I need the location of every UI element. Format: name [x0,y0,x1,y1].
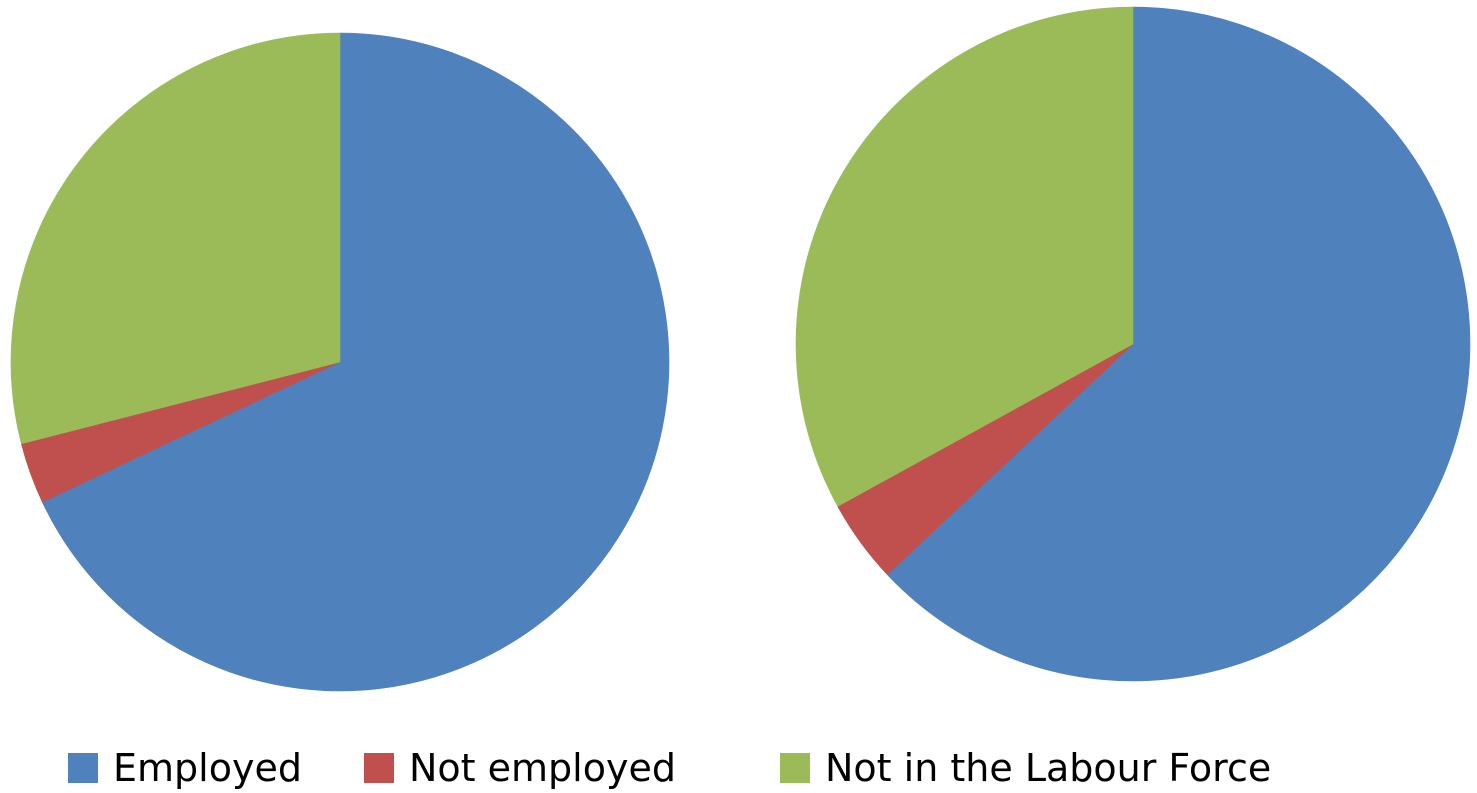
pie-right-slice-not-in-labour-force [795,6,1134,507]
legend-item-not-in-labour-force: Not in the Labour Force [780,748,1271,788]
pie-chart-right [795,6,1471,682]
legend-label-not-in-labour-force: Not in the Labour Force [825,746,1272,790]
pie-chart-left [10,32,670,692]
legend-swatch-not-in-labour-force [780,753,810,783]
legend-label-not-employed: Not employed [409,746,676,790]
legend-swatch-not-employed [364,753,394,783]
pie-left-slice-not-in-labour-force [10,32,341,445]
legend: Employed Not employed Not in the Labour … [0,748,1477,793]
legend-item-not-employed: Not employed [364,748,676,788]
pie-right-slice-employed [886,6,1471,682]
legend-item-employed: Employed [68,748,302,788]
pie-charts [10,6,1471,692]
legend-label-employed: Employed [113,746,302,790]
legend-swatch-employed [68,753,98,783]
pie-left-slice-employed [41,32,670,692]
